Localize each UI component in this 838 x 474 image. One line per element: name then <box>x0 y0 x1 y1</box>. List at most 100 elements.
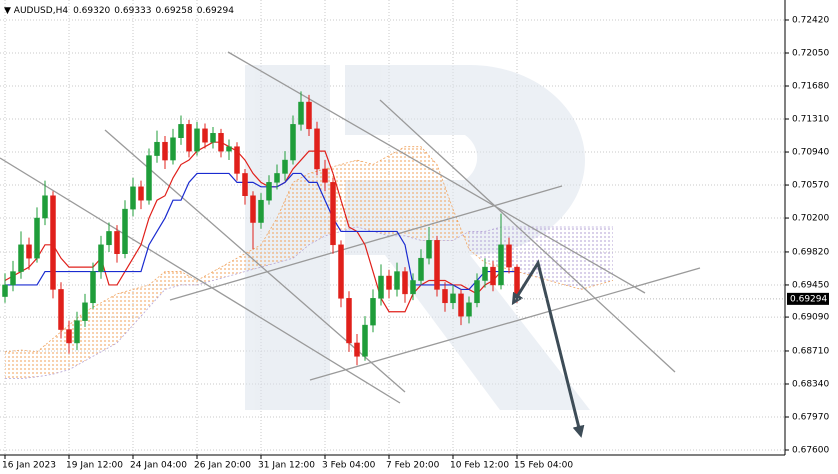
candle-body <box>50 195 56 290</box>
cloud-segment <box>389 146 405 236</box>
candle-body <box>426 240 432 259</box>
x-tick-label: 19 Jan 12:00 <box>66 461 123 471</box>
cloud-segment <box>293 173 309 259</box>
y-tick-label: 0.68340 <box>792 379 829 389</box>
candle-body <box>242 173 248 196</box>
y-tick-label: 0.69820 <box>792 247 829 257</box>
candle-body <box>234 146 240 174</box>
cloud <box>4 146 614 380</box>
cloud-segment <box>53 325 69 375</box>
candle-body <box>194 128 200 152</box>
x-tick-label: 31 Jan 12:00 <box>258 461 315 471</box>
cloud-segment <box>37 338 53 377</box>
candle-body <box>314 128 320 170</box>
candle-body <box>266 182 272 201</box>
cloud-segment <box>597 226 613 285</box>
candle-body <box>490 266 496 286</box>
candle-body <box>458 293 464 317</box>
y-tick-label: 0.69450 <box>792 280 829 290</box>
cloud-edge <box>5 226 613 380</box>
candle-body <box>138 186 144 201</box>
trend-lines <box>0 51 701 404</box>
cloud-segment <box>485 226 501 268</box>
candle-body <box>386 275 392 290</box>
cloud-segment <box>373 155 389 236</box>
candle-body <box>154 141 160 156</box>
candle-body <box>90 271 96 304</box>
y-tick-label: 0.71680 <box>792 82 829 92</box>
candle-body <box>394 271 400 290</box>
cloud-segment <box>85 302 101 361</box>
candle-body <box>482 266 488 281</box>
cloud-segment <box>549 226 565 285</box>
axes: 0.72420 0.72050 0.71680 0.71310 0.70940 0.705… <box>2 15 829 470</box>
x-tick-label: 3 Feb 04:00 <box>322 461 376 471</box>
y-tick-label: 0.72050 <box>792 48 829 58</box>
candle-body <box>298 101 304 125</box>
candle-body <box>218 133 224 152</box>
candle-body <box>106 231 112 246</box>
candle-body <box>202 128 208 143</box>
candle-body <box>370 298 376 326</box>
trend-line <box>0 157 401 404</box>
trend-line <box>169 185 563 301</box>
candle-body <box>34 217 40 259</box>
candle-body <box>290 124 296 161</box>
candle-body <box>378 275 384 299</box>
candle-body <box>210 133 216 143</box>
cloud-segment <box>405 146 421 241</box>
candle-body <box>346 298 352 344</box>
trend-line <box>379 99 676 373</box>
candle-body <box>42 195 48 219</box>
header-value: 0.69294 <box>197 6 234 16</box>
candle-body <box>410 280 416 295</box>
y-tick-label: 0.70200 <box>792 214 829 224</box>
y-tick-label: 0.70570 <box>792 181 829 191</box>
candle-body <box>146 155 152 201</box>
cloud-segment <box>21 350 37 379</box>
cloud-segment <box>245 244 261 272</box>
cloud-segment <box>117 289 133 343</box>
x-tick-label: 15 Feb 04:00 <box>514 461 573 471</box>
header-arrow: ▼ <box>4 6 14 16</box>
candle-body <box>250 195 256 223</box>
header: ▼ AUDUSD,H4 0.69320 0.69333 0.69258 0.69294 <box>4 6 234 16</box>
candle-body <box>18 244 24 272</box>
candle-body <box>274 173 280 183</box>
candle-body <box>434 240 440 290</box>
candle-body <box>402 271 408 295</box>
cloud-segment <box>517 226 533 277</box>
trend-line <box>227 51 646 294</box>
cloud-segment <box>181 271 197 285</box>
y-tick-label: 0.69090 <box>792 313 829 323</box>
y-tick-label: 0.72420 <box>792 15 829 25</box>
candle-body <box>338 244 344 299</box>
candle-body <box>322 168 328 183</box>
candle-body <box>186 124 192 152</box>
trend-line <box>309 267 701 381</box>
y-tick-label: 0.70940 <box>792 148 829 158</box>
last-price-box <box>787 292 829 305</box>
candle-body <box>506 244 512 268</box>
candle-body <box>354 342 360 357</box>
cloud-segment <box>341 160 357 232</box>
candle-body <box>362 324 368 357</box>
cloud-segment <box>229 253 245 277</box>
candle-body <box>170 137 176 161</box>
candle-body <box>58 289 64 330</box>
candle-body <box>498 244 504 286</box>
candle-body <box>26 244 32 259</box>
cloud-segment <box>261 218 277 268</box>
cloud-segment <box>149 271 165 308</box>
y-tick-label: 0.71310 <box>792 115 829 125</box>
candle-body <box>162 141 168 161</box>
cloud-segment <box>277 182 293 263</box>
candle-body <box>114 231 120 254</box>
symbol: AUDUSD,H4 <box>14 6 69 16</box>
candle-body <box>82 302 88 321</box>
x-tick-label: 7 Feb 20:00 <box>386 461 440 471</box>
cloud-segment <box>309 168 325 245</box>
cloud-segment <box>5 350 21 379</box>
candle-body <box>178 124 184 138</box>
